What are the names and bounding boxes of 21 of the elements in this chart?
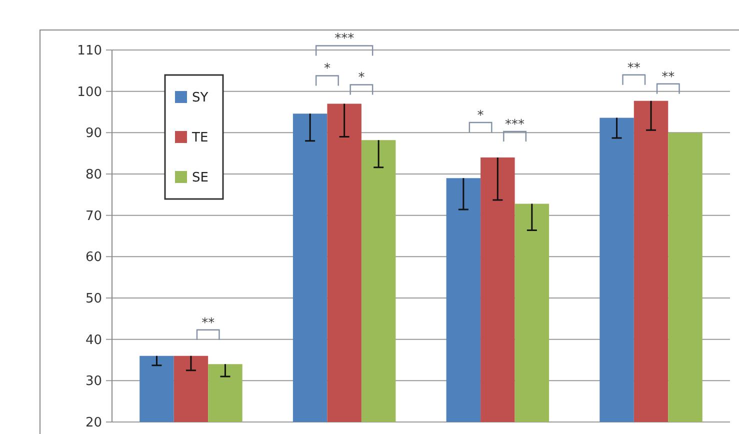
annotation: * [324,62,331,77]
legend-label: SY [192,90,208,106]
y-tick-label: 20 [85,416,102,431]
y-tick-label: 110 [77,44,102,59]
annotation: ** [662,70,676,85]
annotation: * [358,70,366,86]
y-tick-label: 90 [85,126,102,142]
annotation: ** [202,316,216,331]
y-tick-label: 100 [77,84,102,100]
text: *** [334,32,355,47]
y-tick-label: 50 [85,292,102,307]
legend-label: TE [191,130,208,146]
annotation: ** [627,60,641,76]
legend-label: SE [192,170,208,186]
y-tick-label: 80 [85,168,102,183]
y-tick-label: 70 [85,208,102,224]
annotation: *** [505,117,526,132]
y-tick-label: 30 [85,374,102,390]
y-tick-label: 40 [85,332,102,348]
annotation: * [477,108,484,124]
y-tick-label: 60 [85,250,102,266]
